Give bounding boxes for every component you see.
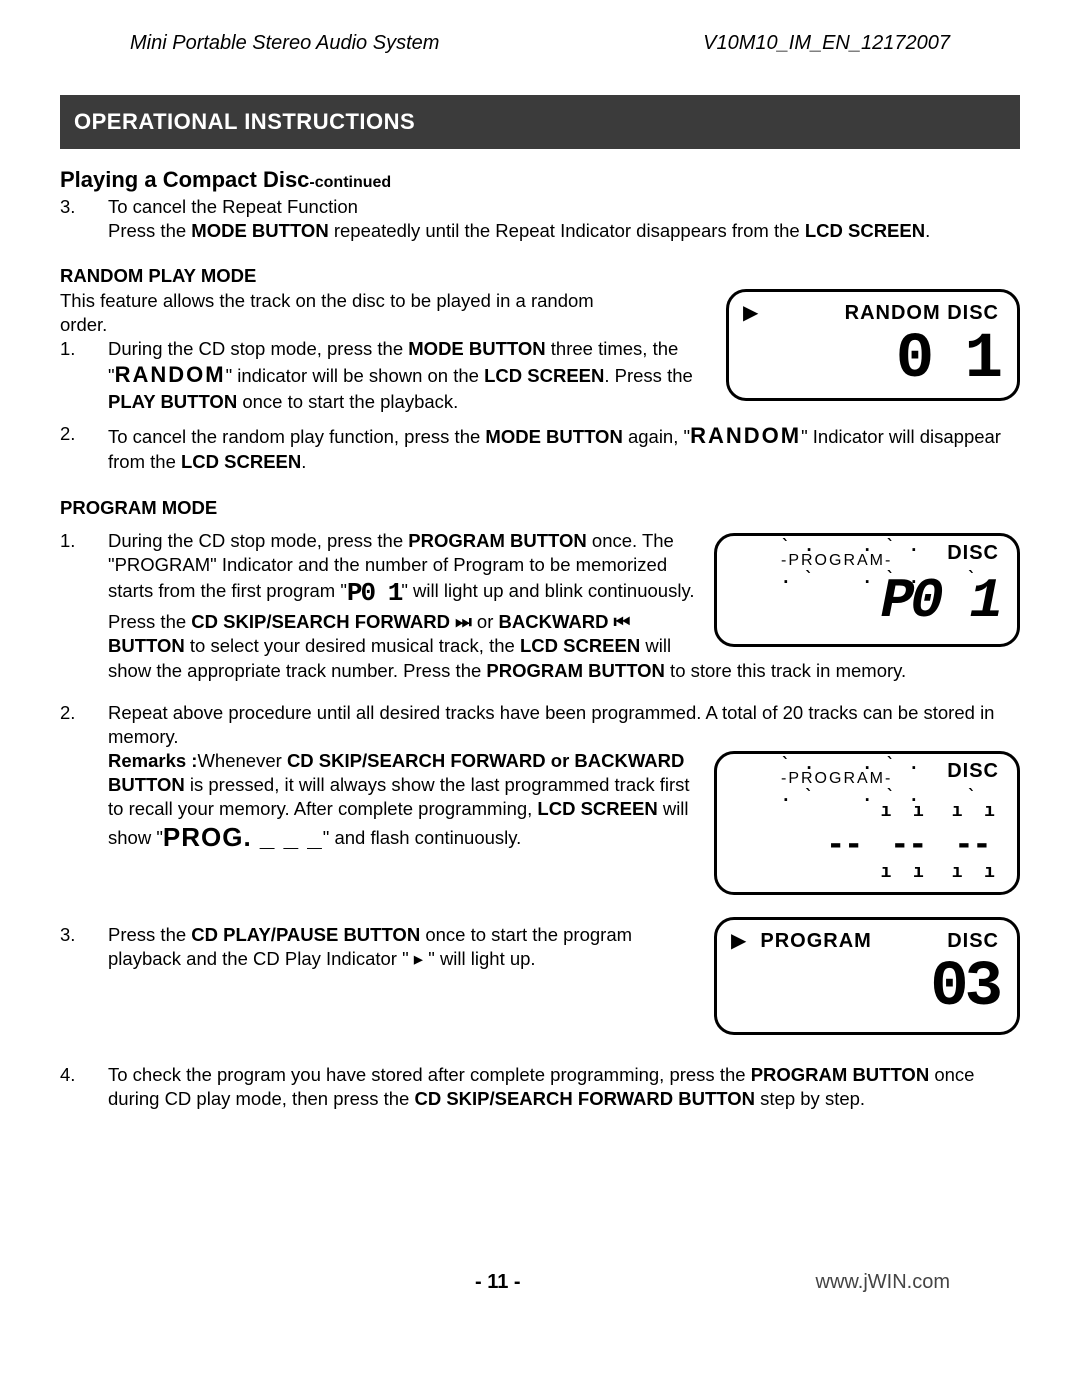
prog-inline: PROG. _ _ _	[163, 822, 323, 852]
text: to store this track in memory.	[665, 660, 906, 681]
item-number: 3.	[60, 923, 108, 1035]
list-item: 3. To cancel the Repeat Function Press t…	[60, 195, 1020, 243]
lcd-dashes: ------	[717, 826, 1017, 862]
lcd-label-disc: DISC	[947, 540, 999, 566]
text: .	[925, 220, 930, 241]
program-list: 1. During the CD stop mode, press the PR…	[60, 529, 1020, 1111]
list-item: 1. During the CD stop mode, press the PR…	[60, 529, 1020, 683]
random-indicator-inline: RANDOM	[115, 362, 226, 387]
header-product: Mini Portable Stereo Audio System	[130, 32, 439, 55]
text: .	[301, 451, 306, 472]
lcd-screen-label: LCD SCREEN	[484, 365, 604, 386]
item-number: 4.	[60, 1063, 108, 1111]
list-item: 3. ▶ PROGRAM DISC 03 Press the CD PLAY/P…	[60, 923, 1020, 1035]
list-item: 1. During the CD stop mode, press the MO…	[60, 337, 714, 414]
program-mode-heading: PROGRAM MODE	[60, 497, 1020, 519]
text: During the CD stop mode, press the	[108, 530, 408, 551]
subsection-heading: Playing a Compact Disc-continued	[60, 167, 1020, 193]
page-number: - 11 -	[180, 1271, 816, 1294]
lcd-program-play: ▶ PROGRAM DISC 03	[714, 917, 1020, 1035]
text: step by step.	[755, 1088, 865, 1109]
p01-inline: P0 1	[347, 578, 401, 608]
text: Press the	[108, 220, 191, 241]
text: Press the	[108, 924, 191, 945]
program-button-label: PROGRAM BUTTON	[408, 530, 587, 551]
lcd-label-random-disc: RANDOM DISC	[845, 302, 999, 325]
mode-button-label: MODE BUTTON	[191, 220, 328, 241]
or-label: or	[546, 750, 575, 771]
lcd-screen-label: LCD SCREEN	[537, 798, 657, 819]
play-button-label: PLAY BUTTON	[108, 391, 237, 412]
text: Whenever	[197, 750, 286, 771]
play-icon: ▶	[731, 931, 746, 951]
lcd-screen-label: LCD SCREEN	[520, 635, 640, 656]
program-button-label: PROGRAM BUTTON	[751, 1064, 930, 1085]
random-indicator-inline: RANDOM	[690, 423, 801, 448]
section-title-bar: OPERATIONAL INSTRUCTIONS	[60, 95, 1020, 149]
lcd-screen-label: LCD SCREEN	[805, 220, 925, 241]
text: To cancel the Repeat Function	[108, 196, 358, 217]
list-item: 4. To check the program you have stored …	[60, 1063, 1020, 1111]
document-header: Mini Portable Stereo Audio System V10M10…	[60, 32, 1020, 55]
lcd-digits: 03	[930, 952, 999, 1024]
item-number: 3.	[60, 195, 108, 243]
text: To cancel the random play function, pres…	[108, 426, 485, 447]
lcd-program-p01: ` . . ` . . -PROGRAM- . ` . ` . ` DISC P…	[714, 533, 1020, 647]
header-docid: V10M10_IM_EN_12172007	[703, 32, 950, 55]
random-intro: This feature allows the track on the dis…	[60, 289, 620, 337]
subsection-continued: -continued	[309, 174, 391, 191]
lcd-label-disc: DISC	[947, 758, 999, 784]
item-number: 2.	[60, 701, 108, 895]
skip-forward-label: CD SKIP/SEARCH FORWARD ⏭	[191, 611, 471, 632]
cancel-repeat-list: 3. To cancel the Repeat Function Press t…	[60, 195, 1020, 243]
subsection-title: Playing a Compact Disc	[60, 167, 309, 192]
lcd-digits: 0 1	[896, 324, 999, 396]
skip-forward-button-label: CD SKIP/SEARCH FORWARD BUTTON	[414, 1088, 755, 1109]
item-number: 2.	[60, 422, 108, 475]
random-mode-heading: RANDOM PLAY MODE	[60, 265, 1020, 287]
item-number: 1.	[60, 529, 108, 683]
text: to select your desired musical track, th…	[185, 635, 520, 656]
text: repeatedly until the Repeat Indicator di…	[329, 220, 805, 241]
text: once to start the playback.	[237, 391, 458, 412]
text: During the CD stop mode, press the	[108, 338, 408, 359]
play-pause-button-label: CD PLAY/PAUSE BUTTON	[191, 924, 420, 945]
text: . Press the	[604, 365, 692, 386]
lcd-label-disc: DISC	[947, 928, 999, 954]
lcd-screen-label: LCD SCREEN	[181, 451, 301, 472]
item-number: 1.	[60, 337, 108, 414]
lcd-program-dashes: ` . . ` . . -PROGRAM- . ` . ` . ` DISC ı…	[714, 751, 1020, 895]
list-item: 2. Repeat above procedure until all desi…	[60, 701, 1020, 895]
program-button-label: PROGRAM BUTTON	[486, 660, 665, 681]
mode-button-label: MODE BUTTON	[408, 338, 545, 359]
text: " indicator will be shown on the	[226, 365, 485, 386]
mode-button-label: MODE BUTTON	[485, 426, 622, 447]
text: again, "	[623, 426, 690, 447]
text: Repeat above procedure until all desired…	[108, 702, 994, 747]
text: or	[472, 611, 499, 632]
document-footer: - 11 - www.jWIN.com	[60, 1271, 1020, 1294]
text: To check the program you have stored aft…	[108, 1064, 751, 1085]
skip-search-label: CD SKIP/SEARCH FORWARD	[287, 750, 546, 771]
text: " and flash continuously.	[323, 827, 522, 848]
lcd-random-disc: ▶ RANDOM DISC 0 1	[726, 289, 1020, 401]
list-item: 2. To cancel the random play function, p…	[60, 422, 1020, 475]
lcd-time-row-bottom: ı ıı ı	[717, 862, 1017, 891]
lcd-label-program: PROGRAM	[760, 928, 871, 954]
footer-url: www.jWIN.com	[816, 1271, 950, 1294]
play-icon: ▶	[743, 303, 758, 323]
remarks-label: Remarks :	[108, 750, 197, 771]
